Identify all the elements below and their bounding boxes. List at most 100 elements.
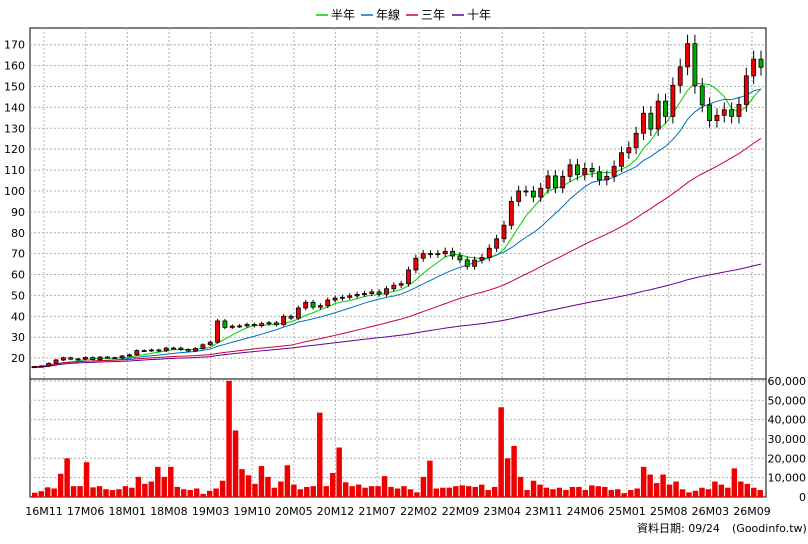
candle-body xyxy=(597,171,602,181)
volume-bar xyxy=(608,490,615,497)
grid-layer xyxy=(30,28,766,497)
volume-bar xyxy=(368,486,375,497)
candle-body xyxy=(523,190,529,193)
x-tick-label: 20M05 xyxy=(275,505,313,518)
volume-bar xyxy=(180,489,187,497)
volume-bar xyxy=(265,476,271,497)
volume-bar xyxy=(466,486,472,497)
volume-bar xyxy=(148,481,155,497)
candle-body xyxy=(633,132,639,149)
volume-bar xyxy=(213,488,219,497)
volume-bar xyxy=(699,487,705,497)
candle-body xyxy=(90,357,96,360)
candle-body xyxy=(178,347,184,350)
candle-body xyxy=(60,357,66,361)
candle-body xyxy=(406,269,411,285)
volume-bar xyxy=(640,466,647,497)
volume-bar xyxy=(725,487,731,497)
candle-body xyxy=(707,104,713,121)
candle-body xyxy=(751,58,757,77)
candle-body xyxy=(362,293,367,295)
volume-bar xyxy=(336,447,342,497)
volume-bar xyxy=(394,488,401,497)
candle-body xyxy=(648,112,654,130)
candle-body xyxy=(479,257,485,261)
x-tick-label: 25M01 xyxy=(608,505,646,518)
volume-bar xyxy=(666,484,673,497)
legend-label: 年線 xyxy=(376,7,400,22)
candle-body xyxy=(604,175,610,181)
candle-body xyxy=(508,201,514,226)
volume-bar xyxy=(44,487,51,497)
volume-tick-label: 10,000 xyxy=(768,472,807,485)
legend-item-year: 年線 xyxy=(361,7,400,22)
candle-body xyxy=(435,253,441,256)
candle-body xyxy=(560,175,566,189)
volume-bar xyxy=(200,493,206,497)
volume-bar xyxy=(433,488,440,497)
candle-body xyxy=(545,175,551,189)
volume-tick-label: 40,000 xyxy=(768,414,807,427)
volume-tick-label: 20,000 xyxy=(768,452,807,465)
x-tick-label: 19M10 xyxy=(233,505,271,518)
volume-bar xyxy=(64,458,70,497)
candle-body xyxy=(281,315,287,326)
volume-tick-label: 60,000 xyxy=(768,375,807,388)
candle-body xyxy=(171,347,176,350)
candle-body xyxy=(721,109,727,116)
volume-bar xyxy=(679,489,686,497)
candle-body xyxy=(486,247,492,258)
candle-body xyxy=(736,104,742,117)
candle-body xyxy=(538,187,544,198)
volume-bar xyxy=(589,485,595,497)
candle-body xyxy=(193,348,198,352)
x-tick-label: 26M03 xyxy=(692,505,730,518)
price-tick-label: 60 xyxy=(11,269,25,282)
candle-body xyxy=(310,301,316,308)
volume-bar xyxy=(615,489,621,497)
candle-body xyxy=(134,350,140,356)
price-tick-label: 160 xyxy=(4,60,25,73)
volume-bar xyxy=(57,473,64,497)
x-tick-label: 19M03 xyxy=(192,505,230,518)
candle-body xyxy=(574,164,580,176)
price-tick-label: 40 xyxy=(11,310,25,323)
volume-bar xyxy=(576,486,582,497)
volume-bar xyxy=(155,466,161,497)
data-date-label: 資料日期: 09/24 xyxy=(637,521,720,535)
candle-body xyxy=(46,362,52,367)
ma-line-36 xyxy=(33,138,762,368)
ma-line-ten-year xyxy=(33,263,762,368)
volume-bar xyxy=(381,476,388,497)
price-tick-label: 80 xyxy=(11,227,25,240)
volume-bar xyxy=(440,487,446,497)
ma-line-12 xyxy=(33,88,762,368)
volume-bar xyxy=(407,489,414,497)
volume-tick-label: 50,000 xyxy=(768,394,807,407)
volume-bar xyxy=(329,473,336,497)
candle-body xyxy=(156,349,162,352)
candle-body xyxy=(743,75,749,105)
candle-body xyxy=(442,250,448,255)
candle-body xyxy=(552,175,558,189)
price-tick-label: 70 xyxy=(11,248,25,261)
volume-bar xyxy=(297,489,304,497)
volume-bar xyxy=(258,466,265,497)
candle-body xyxy=(589,167,595,173)
x-tick-label: 18M01 xyxy=(109,505,147,518)
volume-bar xyxy=(232,430,239,497)
x-tick-label: 23M11 xyxy=(525,505,563,518)
candle-body xyxy=(567,164,573,177)
candle-body xyxy=(112,357,118,360)
volume-bar xyxy=(595,486,602,497)
candle-body xyxy=(670,84,676,117)
volume-bar xyxy=(757,490,763,497)
candle-body xyxy=(303,301,309,309)
price-tick-label: 90 xyxy=(11,206,25,219)
volume-bar xyxy=(284,465,291,497)
candle-body xyxy=(82,357,88,360)
price-tick-label: 30 xyxy=(11,331,25,344)
candle-body xyxy=(530,190,536,198)
volume-bar xyxy=(517,476,524,497)
